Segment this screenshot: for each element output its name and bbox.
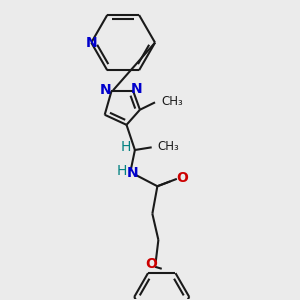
Text: CH₃: CH₃ [161, 95, 183, 108]
Text: N: N [100, 83, 111, 97]
Text: N: N [131, 82, 142, 96]
Text: N: N [86, 36, 98, 50]
Text: N: N [127, 166, 139, 180]
Text: H: H [116, 164, 127, 178]
Text: CH₃: CH₃ [157, 140, 179, 153]
Text: O: O [145, 257, 157, 271]
Text: O: O [176, 170, 188, 184]
Text: H: H [120, 140, 131, 154]
